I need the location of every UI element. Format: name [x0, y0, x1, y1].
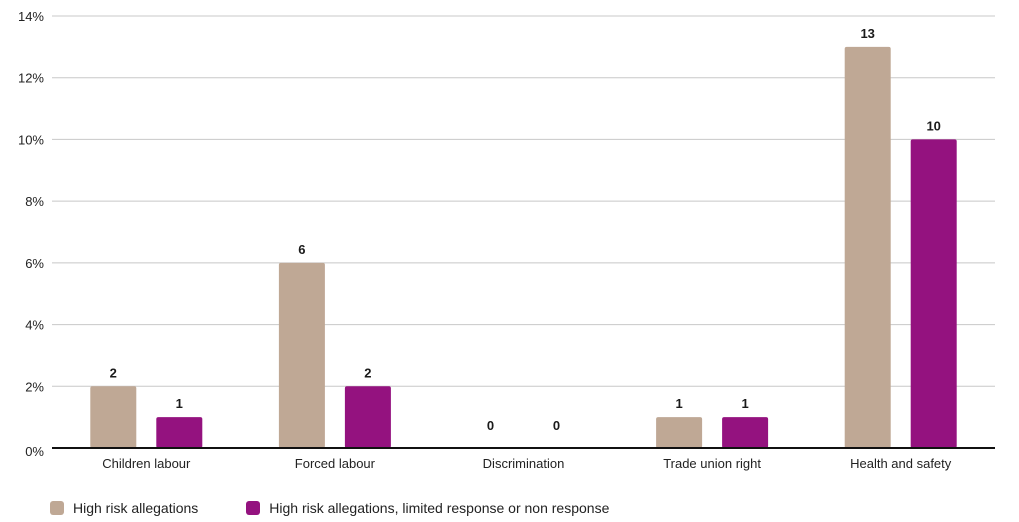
- data-label: 0: [487, 418, 494, 433]
- data-label: 1: [675, 396, 682, 411]
- legend: High risk allegations High risk allegati…: [50, 500, 657, 516]
- y-tick-label: 10%: [18, 132, 44, 147]
- x-tick-label: Forced labour: [295, 456, 376, 471]
- bar: [656, 417, 703, 448]
- bar: [910, 139, 957, 448]
- bar: [722, 417, 769, 448]
- y-tick-label: 12%: [18, 71, 44, 86]
- y-tick-label: 0%: [25, 444, 44, 459]
- y-tick-label: 14%: [18, 9, 44, 24]
- legend-item-high-risk: High risk allegations: [50, 500, 198, 516]
- x-tick-label: Trade union right: [663, 456, 761, 471]
- data-label: 6: [298, 242, 305, 257]
- y-tick-label: 6%: [25, 256, 44, 271]
- data-label: 13: [860, 26, 874, 41]
- data-label: 1: [741, 396, 748, 411]
- x-tick-label: Health and safety: [850, 456, 952, 471]
- bar: [156, 417, 203, 448]
- data-label: 1: [176, 396, 183, 411]
- bar: [844, 46, 891, 448]
- x-tick-label: Children labour: [102, 456, 191, 471]
- legend-swatch-high-risk: [50, 501, 64, 515]
- data-label: 2: [364, 365, 371, 380]
- y-tick-label: 8%: [25, 194, 44, 209]
- bars: [90, 46, 957, 448]
- gridlines: [52, 15, 995, 387]
- data-label: 2: [110, 365, 117, 380]
- y-tick-label: 4%: [25, 318, 44, 333]
- legend-label-limited-response: High risk allegations, limited response …: [269, 500, 610, 516]
- data-label: 0: [553, 418, 560, 433]
- legend-item-limited-response: High risk allegations, limited response …: [246, 500, 609, 516]
- bar: [90, 386, 137, 448]
- bar: [278, 262, 325, 448]
- x-tick-label: Discrimination: [483, 456, 565, 471]
- y-tick-label: 2%: [25, 379, 44, 394]
- legend-label-high-risk: High risk allegations: [73, 500, 199, 516]
- bar: [344, 386, 391, 448]
- legend-swatch-limited-response: [246, 501, 261, 515]
- data-label: 10: [926, 118, 940, 133]
- axes: 0% 2% 4% 6% 8% 10% 12% 14% Children labour Forced…: [18, 9, 995, 471]
- data-labels: 2 1 6 2 0 0 1 1 13 10: [110, 26, 941, 433]
